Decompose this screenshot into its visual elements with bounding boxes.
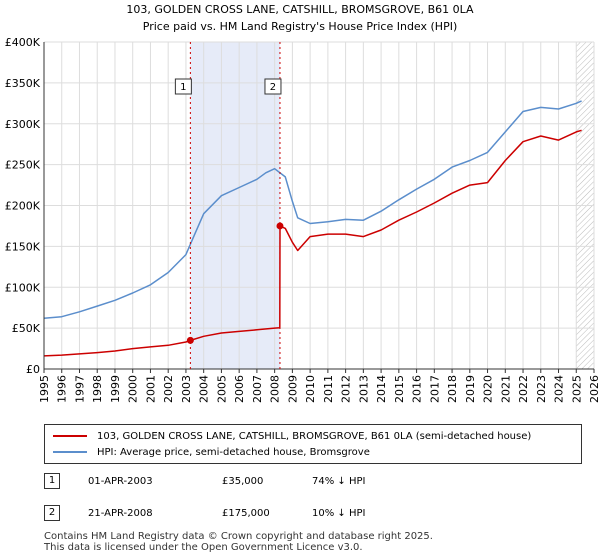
x-tick-label: 2013 xyxy=(357,375,370,403)
x-tick-label: 1996 xyxy=(56,375,69,403)
legend: 103, GOLDEN CROSS LANE, CATSHILL, BROMSG… xyxy=(44,424,582,464)
hpi-line xyxy=(43,100,582,320)
sale-label: 2 xyxy=(270,82,276,93)
sale-point xyxy=(186,336,194,344)
y-tick-label: £350K xyxy=(5,77,41,90)
footer-copyright: Contains HM Land Registry data © Crown c… xyxy=(44,531,433,542)
sale-label-box xyxy=(174,78,192,95)
sale-price: £175,000 xyxy=(222,508,270,519)
x-tick-label: 2005 xyxy=(215,375,228,403)
x-tick-label: 2011 xyxy=(322,375,335,403)
y-tick-label: £300K xyxy=(5,118,41,131)
y-tick-label: £200K xyxy=(5,200,41,213)
y-tick-label: £100K xyxy=(5,281,41,294)
x-tick-label: 1997 xyxy=(73,375,86,403)
chart-title: 103, GOLDEN CROSS LANE, CATSHILL, BROMSG… xyxy=(126,3,474,16)
y-tick-label: £250K xyxy=(5,159,41,172)
legend-swatch-property xyxy=(53,435,87,437)
x-tick-label: 2004 xyxy=(198,375,211,403)
x-tick-label: 1995 xyxy=(38,375,51,403)
legend-swatch-hpi xyxy=(53,451,87,453)
y-tick-label: £400K xyxy=(5,36,41,49)
y-tick-label: £0 xyxy=(26,363,40,376)
legend-item-property: 103, GOLDEN CROSS LANE, CATSHILL, BROMSG… xyxy=(53,429,531,445)
x-tick-label: 2026 xyxy=(588,375,600,403)
y-tick-label: £50K xyxy=(12,322,41,335)
x-tick-label: 2015 xyxy=(393,375,406,403)
x-tick-label: 2022 xyxy=(517,375,530,403)
sale-number: 1 xyxy=(44,473,60,489)
x-tick-label: 2016 xyxy=(411,375,424,403)
sale-label: 1 xyxy=(180,82,186,93)
x-tick-label: 2006 xyxy=(233,375,246,403)
x-tick-label: 2023 xyxy=(535,375,548,403)
x-tick-label: 2007 xyxy=(251,375,264,403)
x-tick-label: 2009 xyxy=(286,375,299,403)
x-tick-label: 2018 xyxy=(446,375,459,403)
sale-hpi-diff: 10% ↓ HPI xyxy=(312,508,366,519)
x-tick-label: 2025 xyxy=(570,375,583,403)
sale-date: 01-APR-2003 xyxy=(88,476,153,487)
chart-subtitle: Price paid vs. HM Land Registry's House … xyxy=(143,20,458,33)
x-tick-label: 2000 xyxy=(127,375,140,403)
x-tick-label: 2019 xyxy=(464,375,477,403)
sale-label-box xyxy=(264,78,282,95)
x-tick-label: 1998 xyxy=(91,375,104,403)
sale-point xyxy=(276,222,284,230)
legend-item-hpi: HPI: Average price, semi-detached house,… xyxy=(53,445,370,461)
legend-label-hpi: HPI: Average price, semi-detached house,… xyxy=(97,447,370,458)
y-tick-label: £150K xyxy=(5,240,41,253)
x-tick-label: 2010 xyxy=(304,375,317,403)
property-price-line xyxy=(43,129,582,357)
x-tick-label: 2002 xyxy=(162,375,175,403)
price-chart: 103, GOLDEN CROSS LANE, CATSHILL, BROMSG… xyxy=(5,3,600,403)
x-tick-label: 2003 xyxy=(180,375,193,403)
x-tick-label: 2020 xyxy=(482,375,495,403)
x-tick-label: 2017 xyxy=(428,375,441,403)
x-tick-label: 2008 xyxy=(269,375,282,403)
x-tick-label: 2001 xyxy=(144,375,157,403)
x-tick-label: 2024 xyxy=(553,375,566,403)
legend-label-property: 103, GOLDEN CROSS LANE, CATSHILL, BROMSG… xyxy=(97,431,532,442)
footer: Contains HM Land Registry data © Crown c… xyxy=(44,531,433,553)
footer-licence: This data is licensed under the Open Gov… xyxy=(44,542,363,553)
x-tick-label: 2014 xyxy=(375,375,388,403)
x-tick-label: 2012 xyxy=(340,375,353,403)
sale-price: £35,000 xyxy=(222,476,264,487)
x-tick-label: 1999 xyxy=(109,375,122,403)
sale-date: 21-APR-2008 xyxy=(88,508,153,519)
sale-number: 2 xyxy=(44,505,60,521)
sale-hpi-diff: 74% ↓ HPI xyxy=(312,476,366,487)
x-tick-label: 2021 xyxy=(499,375,512,403)
